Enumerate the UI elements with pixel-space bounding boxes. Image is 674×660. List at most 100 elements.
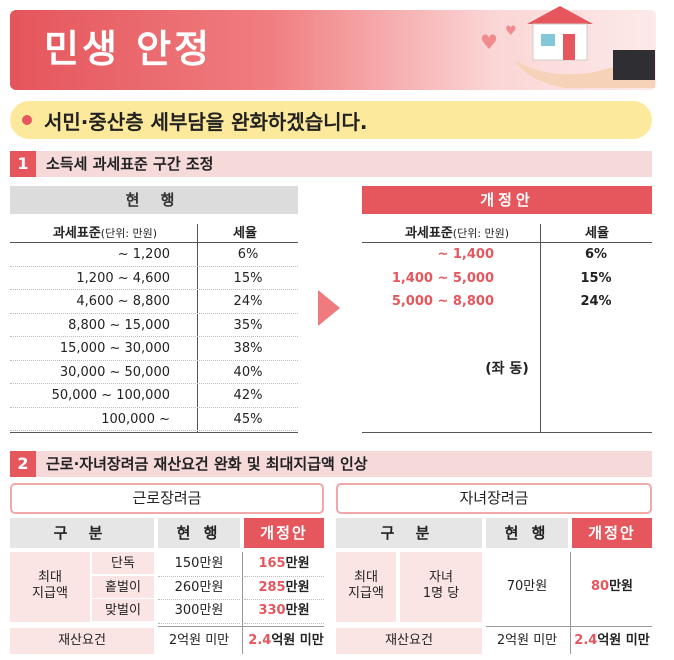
child-asset-cur: 2억원 미만 [496,633,558,648]
new-amount: 330만원 [244,599,324,624]
tax-rate: 6% [584,247,608,262]
child-col-new: 개정안 [572,518,652,548]
new-amount-unit: 만원 [285,603,310,618]
child-asset-label: 재산요건 [336,628,482,654]
work-asset-label: 재산요건 [10,628,154,654]
tax-base: 30,000 ~ 50,000 [59,364,170,380]
heart-icon: ♥ [505,24,517,39]
table-row: 50,000 ~ 100,000 42% [10,384,298,408]
child-incentive-title: 자녀장려금 [336,483,652,514]
new-amount-unit: 만원 [285,556,310,571]
table-row: 100,000 ~ 45% [10,408,298,431]
child-col-cur: 현 행 [486,518,568,548]
section2-title: 근로·자녀장려금 재산요건 완화 및 최대지급액 인상 [46,455,368,473]
current-rows: ~ 1,200 6% 1,200 ~ 4,600 15% 4,600 ~ 8,800 24… [10,243,298,431]
work-col-cur: 현 행 [158,518,240,548]
tax-rate: 38% [233,341,263,356]
proposed-col-rate: 세율 [585,226,609,241]
child-asset-new: 2.4억원 미만 [574,633,650,648]
tax-rate: 42% [233,388,263,403]
section2-number: 2 [10,451,36,477]
current-header: 현 행 [10,186,298,214]
work-rows: 단독 150만원 165만원 홑벌이 260만원 285만원 맞벌이 300만원 330만원 [92,552,324,624]
tax-base: 100,000 ~ [101,411,170,427]
tax-base: ~ 1,200 [117,247,170,262]
divider [10,432,298,433]
work-asset-new: 2.4억원 미만 [248,633,324,648]
arrow-right-icon [318,290,340,326]
divider [197,224,198,432]
child-col-div: 구 분 [336,518,482,548]
divider [570,552,571,654]
new-amount: 285만원 [244,576,324,600]
tax-rate: 45% [233,411,263,427]
household-type: 맞벌이 [92,599,154,621]
tax-base: ~ 1,400 [437,247,494,262]
table-row: 맞벌이 300만원 330만원 [92,599,324,624]
current-col-base: 과세표준(단위: 만원) [52,226,158,241]
current-amount: 150만원 [158,552,240,577]
section1-title: 소득세 과세표준 구간 조정 [46,155,214,173]
heart-icon: ♥ [480,30,498,54]
child-sub-label: 자녀 1명 당 [400,552,482,622]
page-title: 민생 안정 [44,27,213,71]
current-amount: 260만원 [158,576,240,600]
table-row: 단독 150만원 165만원 [92,552,324,577]
section2-bar [10,451,652,477]
work-col-div: 구 분 [10,518,154,548]
proposed-rows: ~ 1,400 6% 1,400 ~ 5,000 15% 5,000 ~ 8,800 24… [362,243,652,314]
tax-base: 50,000 ~ 100,000 [51,388,170,403]
child-new: 80만원 [590,579,633,594]
table-row: 홑벌이 260만원 285만원 [92,575,324,600]
table-row: ~ 1,400 6% [362,243,652,267]
divider [362,432,652,433]
new-amount-unit: 만원 [285,579,310,595]
tax-base: 4,600 ~ 8,800 [76,294,170,309]
divider [10,242,298,243]
child-cur: 70만원 [506,579,548,594]
subtitle-text: 서민·중산층 세부담을 완화하겠습니다. [44,110,368,134]
tax-base: 8,800 ~ 15,000 [68,317,170,333]
household-type: 단독 [92,552,154,574]
divider [158,626,324,627]
proposed-note: (좌 동) [485,361,529,377]
new-amount-number: 330 [258,603,286,618]
tax-rate: 15% [233,270,263,286]
proposed-col-base: 과세표준(단위: 만원) [404,226,510,241]
tax-base: 1,400 ~ 5,000 [391,270,494,286]
work-group-label: 최대 지급액 [10,552,90,622]
house-in-hand-icon [515,6,655,88]
tax-base: 1,200 ~ 4,600 [76,270,170,286]
table-row: 15,000 ~ 30,000 38% [10,337,298,361]
tax-rate: 35% [233,317,263,333]
tax-rate: 40% [233,364,263,380]
current-col-rate: 세율 [233,226,257,241]
current-amount: 300만원 [158,599,240,624]
new-amount-number: 285 [258,579,286,595]
table-row: ~ 1,200 6% [10,243,298,267]
table-row: 1,400 ~ 5,000 15% [362,267,652,291]
divider [362,242,652,243]
work-incentive-title: 근로장려금 [10,483,324,514]
tax-rate: 24% [580,294,612,309]
divider [540,224,541,432]
section1-bar [10,151,652,177]
household-type: 홑벌이 [92,575,154,598]
table-row: 1,200 ~ 4,600 15% [10,267,298,290]
divider [486,626,652,627]
section1-number: 1 [10,151,36,177]
tax-base: 5,000 ~ 8,800 [391,294,494,309]
proposed-header: 개정안 [362,186,652,214]
new-amount-number: 165 [258,556,286,571]
child-group-label: 최대 지급액 [336,552,396,622]
work-col-new: 개정안 [244,518,324,548]
tax-rate: 24% [233,294,263,309]
divider [242,552,243,654]
tax-rate: 15% [580,270,612,286]
tax-base: 15,000 ~ 30,000 [59,341,170,356]
table-row: 30,000 ~ 50,000 40% [10,361,298,384]
subtitle-bar [10,101,652,139]
table-row: 5,000 ~ 8,800 24% [362,290,652,314]
new-amount: 165만원 [244,552,324,577]
tax-rate: 6% [237,247,259,262]
